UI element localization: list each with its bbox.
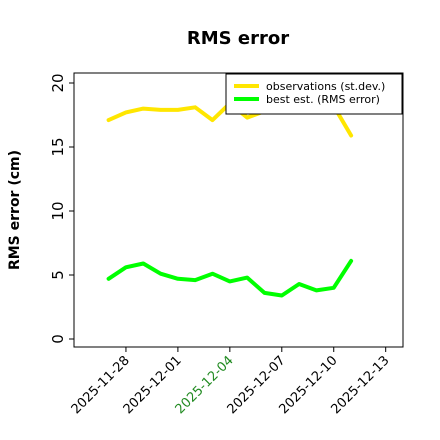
series-line-2 xyxy=(106,258,354,298)
y-tick-label: 10 xyxy=(49,201,67,220)
plot-frame xyxy=(73,72,404,348)
legend-box xyxy=(225,73,403,115)
y-tick-label: 0 xyxy=(49,334,67,344)
plot-area xyxy=(106,101,354,298)
legend-label: best est. (RMS error) xyxy=(266,93,380,106)
legend: observations (st.dev.)best est. (RMS err… xyxy=(225,73,403,115)
chart-title: RMS error xyxy=(187,28,289,49)
y-axis-label: RMS error (cm) xyxy=(7,150,23,270)
y-tick-label: 5 xyxy=(49,270,67,280)
y-tick-label: 20 xyxy=(49,73,67,92)
y-tick-label: 15 xyxy=(49,137,67,156)
legend-label: observations (st.dev.) xyxy=(266,80,385,93)
